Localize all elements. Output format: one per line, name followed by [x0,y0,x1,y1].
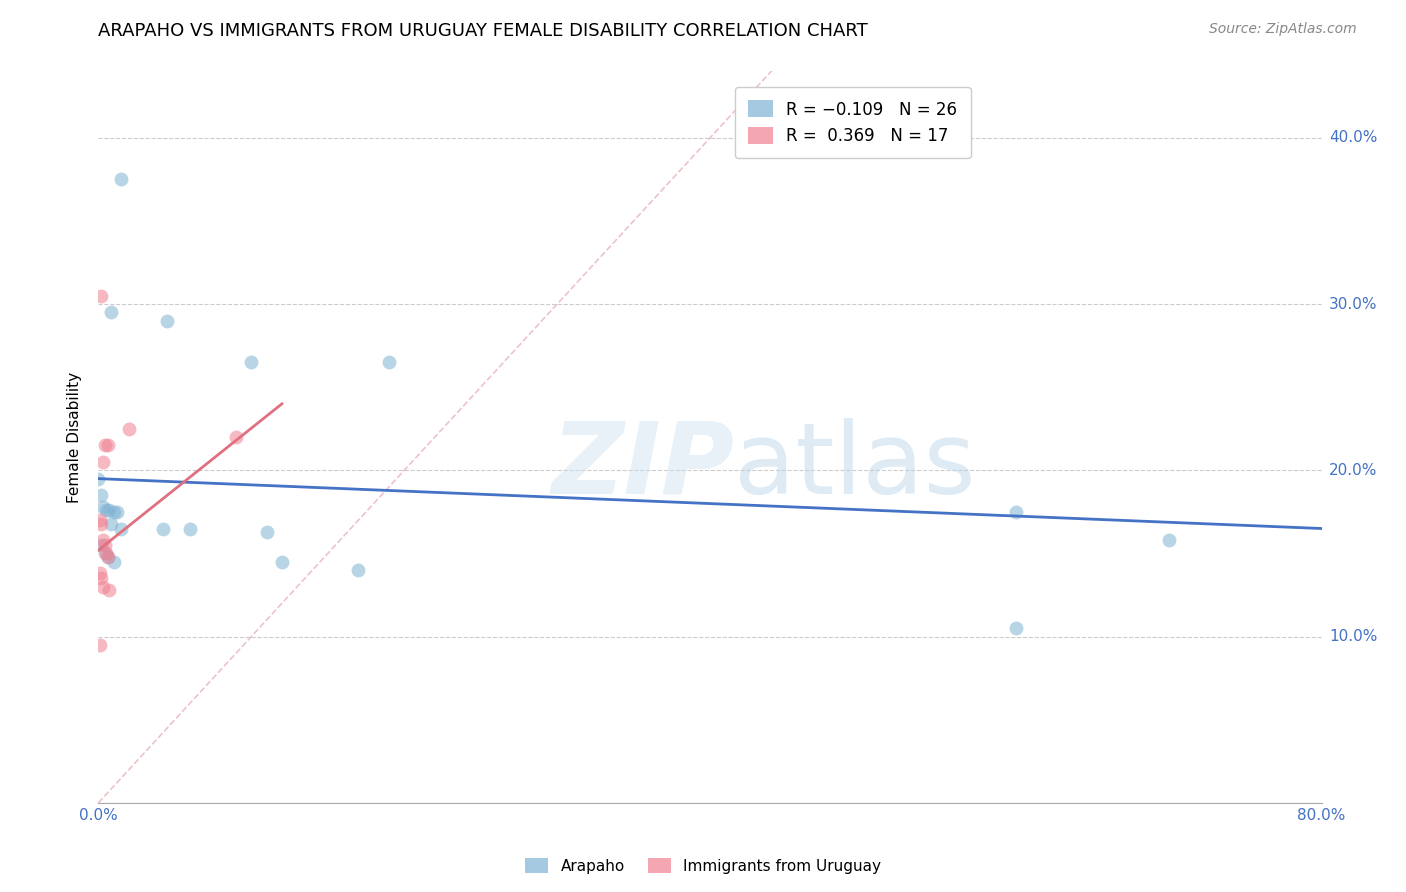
Point [103,505,125,519]
Point [1157,533,1180,548]
Point [97,438,120,452]
Point [98,582,121,597]
Point [91,500,114,514]
Point [152,521,174,535]
Point [91,580,114,594]
Legend: R = −0.109   N = 26, R =  0.369   N = 17: R = −0.109 N = 26, R = 0.369 N = 17 [735,87,970,159]
Text: 30.0%: 30.0% [1329,297,1378,311]
Text: atlas: atlas [734,417,976,515]
Point [179,521,201,535]
Point [97,549,120,564]
Text: ARAPAHO VS IMMIGRANTS FROM URUGUAY FEMALE DISABILITY CORRELATION CHART: ARAPAHO VS IMMIGRANTS FROM URUGUAY FEMAL… [98,22,868,40]
Point [347,563,370,577]
Point [94,546,117,560]
Point [93,546,115,560]
Point [100,516,122,531]
Point [156,314,179,328]
Point [1004,505,1026,519]
Point [225,430,247,444]
Point [105,505,128,519]
Point [270,555,292,569]
Point [87,472,110,486]
Point [90,289,112,303]
Point [97,549,120,564]
Point [90,488,112,502]
Point [110,172,132,186]
Point [378,355,401,369]
Point [98,503,121,517]
Point [94,503,117,517]
Point [89,638,111,652]
Point [89,566,111,581]
Text: ZIP: ZIP [551,417,734,515]
Point [91,533,114,548]
Point [90,571,112,585]
Legend: Arapaho, Immigrants from Uruguay: Arapaho, Immigrants from Uruguay [519,852,887,880]
Point [118,422,141,436]
Point [1004,621,1026,635]
Text: 10.0%: 10.0% [1329,629,1378,644]
Point [93,538,115,552]
Point [100,305,122,319]
Point [91,455,114,469]
Y-axis label: Female Disability: Female Disability [67,371,83,503]
Point [90,538,112,552]
Point [256,524,278,539]
Text: 20.0%: 20.0% [1329,463,1378,478]
Point [89,513,111,527]
Point [240,355,263,369]
Text: Source: ZipAtlas.com: Source: ZipAtlas.com [1209,22,1357,37]
Text: 40.0%: 40.0% [1329,130,1378,145]
Point [90,516,112,531]
Point [103,555,125,569]
Point [110,521,132,535]
Point [93,438,115,452]
